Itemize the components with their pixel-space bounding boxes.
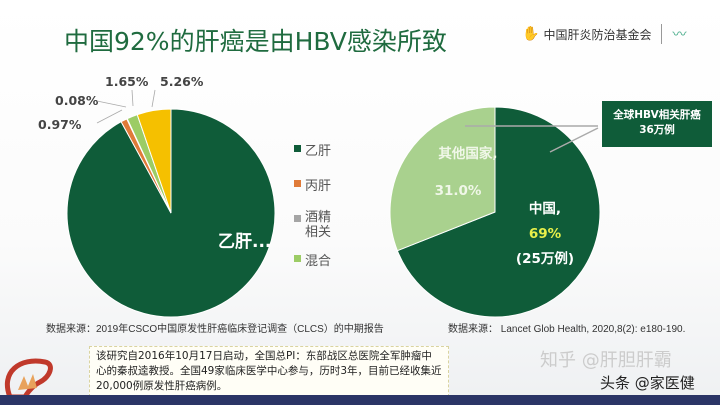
legend-item-hbv: 乙肝 <box>294 140 331 159</box>
data-label: 0.08% <box>55 93 99 108</box>
bottom-bar <box>0 395 720 405</box>
legend-label: 乙肝 <box>305 144 332 159</box>
callout-line1: 全球HBV相关肝癌 <box>613 109 701 121</box>
data-label: 乙肝... <box>218 232 271 252</box>
data-label: 5.26% <box>160 74 204 89</box>
watermark-toutiao: 头条 @家医健 <box>600 374 695 392</box>
data-label: (25万例) <box>516 250 574 267</box>
leader-line <box>151 89 156 108</box>
page-title: 中国92%的肝癌是由HBV感染所致 <box>64 27 447 56</box>
legend-item-mixed: 混合 <box>294 250 331 269</box>
legend-swatch <box>294 180 301 187</box>
liver-decoration-icon <box>5 358 53 397</box>
leader-line <box>131 89 134 107</box>
legend-item-hcv: 丙肝 <box>294 175 331 194</box>
leader-line <box>96 100 127 108</box>
data-label: 其他国家, <box>438 145 497 162</box>
data-label: 1.65% <box>105 74 149 89</box>
right-source: 数据来源： Lancet Glob Health, 2020,8(2): e18… <box>448 324 686 335</box>
legend-label: 混合 <box>305 254 332 269</box>
logo-text: 中国肝炎防治基金会 <box>543 27 652 42</box>
left-source: 数据来源：2019年CSCO中国原发性肝癌临床登记调查（CLCS）的中期报告 <box>46 324 384 335</box>
divider <box>661 24 663 44</box>
foundation-logo: ✋ 中国肝炎防治基金会 〰 <box>522 24 686 44</box>
watermark-zhihu: 知乎 @肝胆肝霸 <box>540 350 672 371</box>
legend-swatch <box>294 215 301 222</box>
legend-item-alcohol: 酒精相关 <box>294 210 333 240</box>
pie-slice <box>389 106 496 252</box>
leader-line <box>96 109 123 124</box>
pie-slice <box>136 108 172 214</box>
study-note: 该研究自2016年10月17日启动，全国总PI：东部战区总医院全军肿瘤中心的秦叔… <box>89 346 449 397</box>
pie-slice <box>66 108 276 318</box>
data-label: 中国, <box>529 200 561 217</box>
data-label: 69% <box>529 226 562 242</box>
legend-swatch <box>294 145 301 152</box>
legend-swatch <box>294 255 301 262</box>
emblem-icon: 〰 <box>672 27 687 43</box>
global-hbv-callout: 全球HBV相关肝癌 36万例 <box>602 101 712 147</box>
data-label: 0.97% <box>38 117 82 132</box>
callout-arrow <box>549 127 599 153</box>
data-label: 31.0% <box>435 183 482 199</box>
hand-logo-icon: ✋ <box>522 26 540 42</box>
legend-label: 丙肝 <box>305 179 332 194</box>
legend-label: 酒精相关 <box>305 210 332 240</box>
callout-line2: 36万例 <box>639 124 675 136</box>
